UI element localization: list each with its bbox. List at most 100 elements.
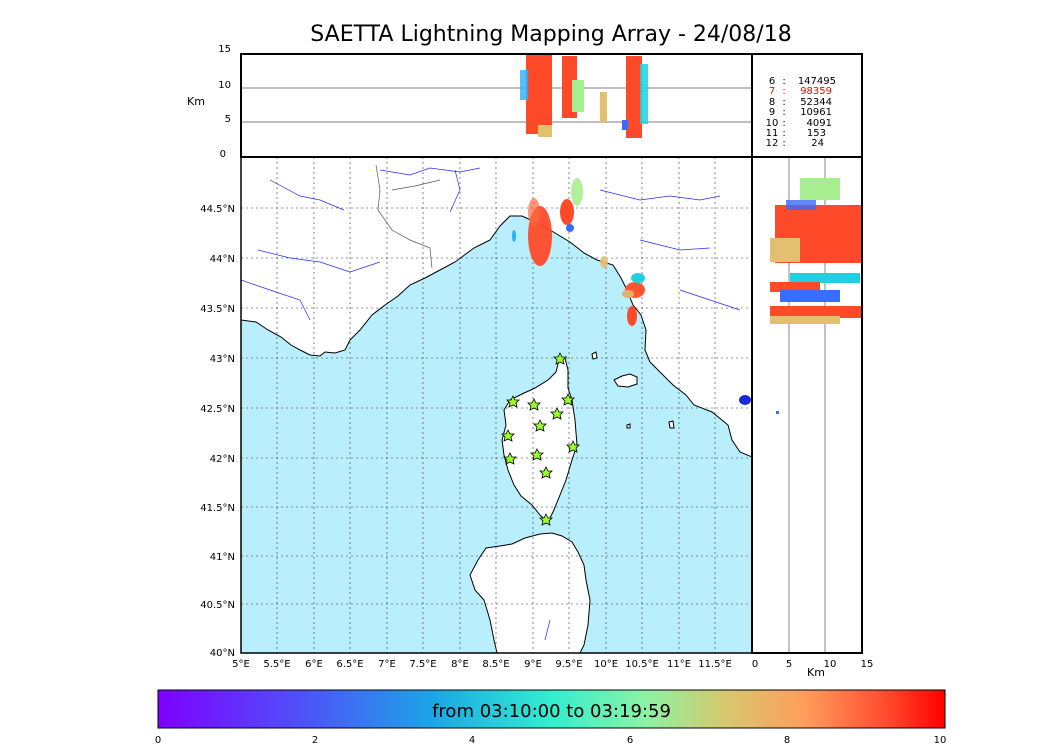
lat-tick: 40°N <box>210 648 235 659</box>
montecristo-island <box>626 423 631 429</box>
lightning-sources-plan <box>512 178 751 405</box>
lon-tick: 5°E <box>232 659 250 670</box>
lat-tick: 43.5°N <box>200 304 235 315</box>
lon-tick: 7.5°E <box>409 659 436 670</box>
top-ytick: 0 <box>220 149 226 160</box>
station-star <box>527 398 541 411</box>
lon-tick: 11°E <box>667 659 691 670</box>
lightning-sources-lon-alt <box>520 54 648 138</box>
legend-key: 8 <box>769 97 775 108</box>
top-panel-yaxis: 15 10 5 0 Km <box>187 44 231 160</box>
lon-tick: 10°E <box>594 659 618 670</box>
legend-value: 52344 <box>800 97 832 108</box>
elba-island <box>613 373 638 388</box>
colorbar-label: from 03:10:00 to 03:19:59 <box>432 701 671 722</box>
colorbar-tick: 10 <box>934 735 947 746</box>
map-panel <box>241 157 752 653</box>
lon-tick: 7°E <box>378 659 396 670</box>
colorbar-tick: 4 <box>469 735 475 746</box>
lon-tick: 9.5°E <box>555 659 582 670</box>
lat-tick: 41.5°N <box>200 503 235 514</box>
station-star <box>533 419 547 432</box>
legend-rows: 6 : 147495 7 : 98359 8 : 52344 9 : 10961… <box>766 76 836 149</box>
station-star <box>539 513 553 526</box>
lat-tick: 44.5°N <box>200 204 235 215</box>
legend-value: 147495 <box>798 76 836 87</box>
colorbar: 0 2 4 6 8 10 <box>155 689 947 746</box>
lon-tick: 8°E <box>451 659 469 670</box>
legend-key: 9 <box>769 107 775 118</box>
colorbar-tick: 2 <box>312 735 318 746</box>
station-star <box>566 440 580 453</box>
corsica <box>501 357 578 523</box>
station-markers <box>501 352 580 526</box>
lon-tick-labels: 5°E 5.5°E 6°E 6.5°E 7°E 7.5°E 8°E 8.5°E … <box>232 659 732 670</box>
lat-tick: 41°N <box>210 552 235 563</box>
station-star <box>530 448 544 461</box>
lat-tick: 40.5°N <box>200 600 235 611</box>
giglio-island <box>668 420 675 429</box>
station-star <box>561 393 575 406</box>
lat-tick: 42.5°N <box>200 404 235 415</box>
colorbar-gradient <box>157 689 946 729</box>
lat-tick-labels: 44.5°N 44°N 43.5°N 43°N 42.5°N 42°N 41.5… <box>200 204 235 659</box>
mainland <box>241 157 752 458</box>
station-star <box>553 352 567 365</box>
lat-tick: 43°N <box>210 354 235 365</box>
top-ylabel: Km <box>187 95 205 108</box>
side-xlabel: Km <box>807 666 825 679</box>
legend-key: 10 <box>766 118 779 129</box>
plot-title: SAETTA Lightning Mapping Array - 24/08/1… <box>310 22 792 47</box>
altitude-panel-side <box>751 156 863 654</box>
lon-tick: 6.5°E <box>336 659 363 670</box>
legend-panel: 6 : 147495 7 : 98359 8 : 52344 9 : 10961… <box>751 53 863 158</box>
colorbar-tick: 6 <box>627 735 633 746</box>
top-ytick: 15 <box>218 44 231 55</box>
side-panel-xaxis: 0 5 10 15 Km <box>752 659 874 679</box>
station-star <box>503 452 517 465</box>
country-borders <box>375 164 441 269</box>
svg-text::: : <box>782 97 785 108</box>
legend-value: 4091 <box>807 118 832 129</box>
side-xtick: 0 <box>752 659 758 670</box>
svg-text::: : <box>782 118 785 129</box>
station-star <box>501 429 515 442</box>
top-ytick: 10 <box>218 80 231 91</box>
svg-text::: : <box>782 107 785 118</box>
sardinia <box>469 532 591 653</box>
side-xtick: 5 <box>786 659 792 670</box>
svg-text::: : <box>782 128 785 139</box>
top-ytick: 5 <box>225 114 231 125</box>
lat-tick: 44°N <box>210 254 235 265</box>
lon-tick: 8.5°E <box>482 659 509 670</box>
legend-value: 153 <box>807 128 826 139</box>
lon-tick: 11.5°E <box>698 659 732 670</box>
lightning-sources-alt-lat <box>770 178 862 414</box>
legend-key: 7 <box>769 86 775 97</box>
station-star <box>550 407 564 420</box>
station-star <box>539 466 553 479</box>
station-star <box>506 395 520 408</box>
rivers <box>241 167 741 641</box>
colorbar-tick: 8 <box>784 735 790 746</box>
side-xtick: 15 <box>861 659 874 670</box>
legend-value: 24 <box>811 138 824 149</box>
map-grid <box>241 157 752 653</box>
colorbar-tick: 0 <box>155 735 161 746</box>
side-xtick: 10 <box>824 659 837 670</box>
legend-value: 10961 <box>800 107 832 118</box>
altitude-panel-top <box>240 53 753 158</box>
legend-key: 11 <box>766 128 779 139</box>
legend-key: 12 <box>766 138 779 149</box>
colorbar-ticks: 0 2 4 6 8 10 <box>155 735 947 746</box>
legend-key: 6 <box>769 76 775 87</box>
lon-tick: 5.5°E <box>263 659 290 670</box>
lon-tick: 6°E <box>305 659 323 670</box>
lat-tick: 42°N <box>210 454 235 465</box>
svg-text::: : <box>782 86 785 97</box>
svg-text::: : <box>782 138 785 149</box>
lon-tick: 10.5°E <box>625 659 659 670</box>
lon-tick: 9°E <box>524 659 542 670</box>
svg-text::: : <box>782 76 785 87</box>
